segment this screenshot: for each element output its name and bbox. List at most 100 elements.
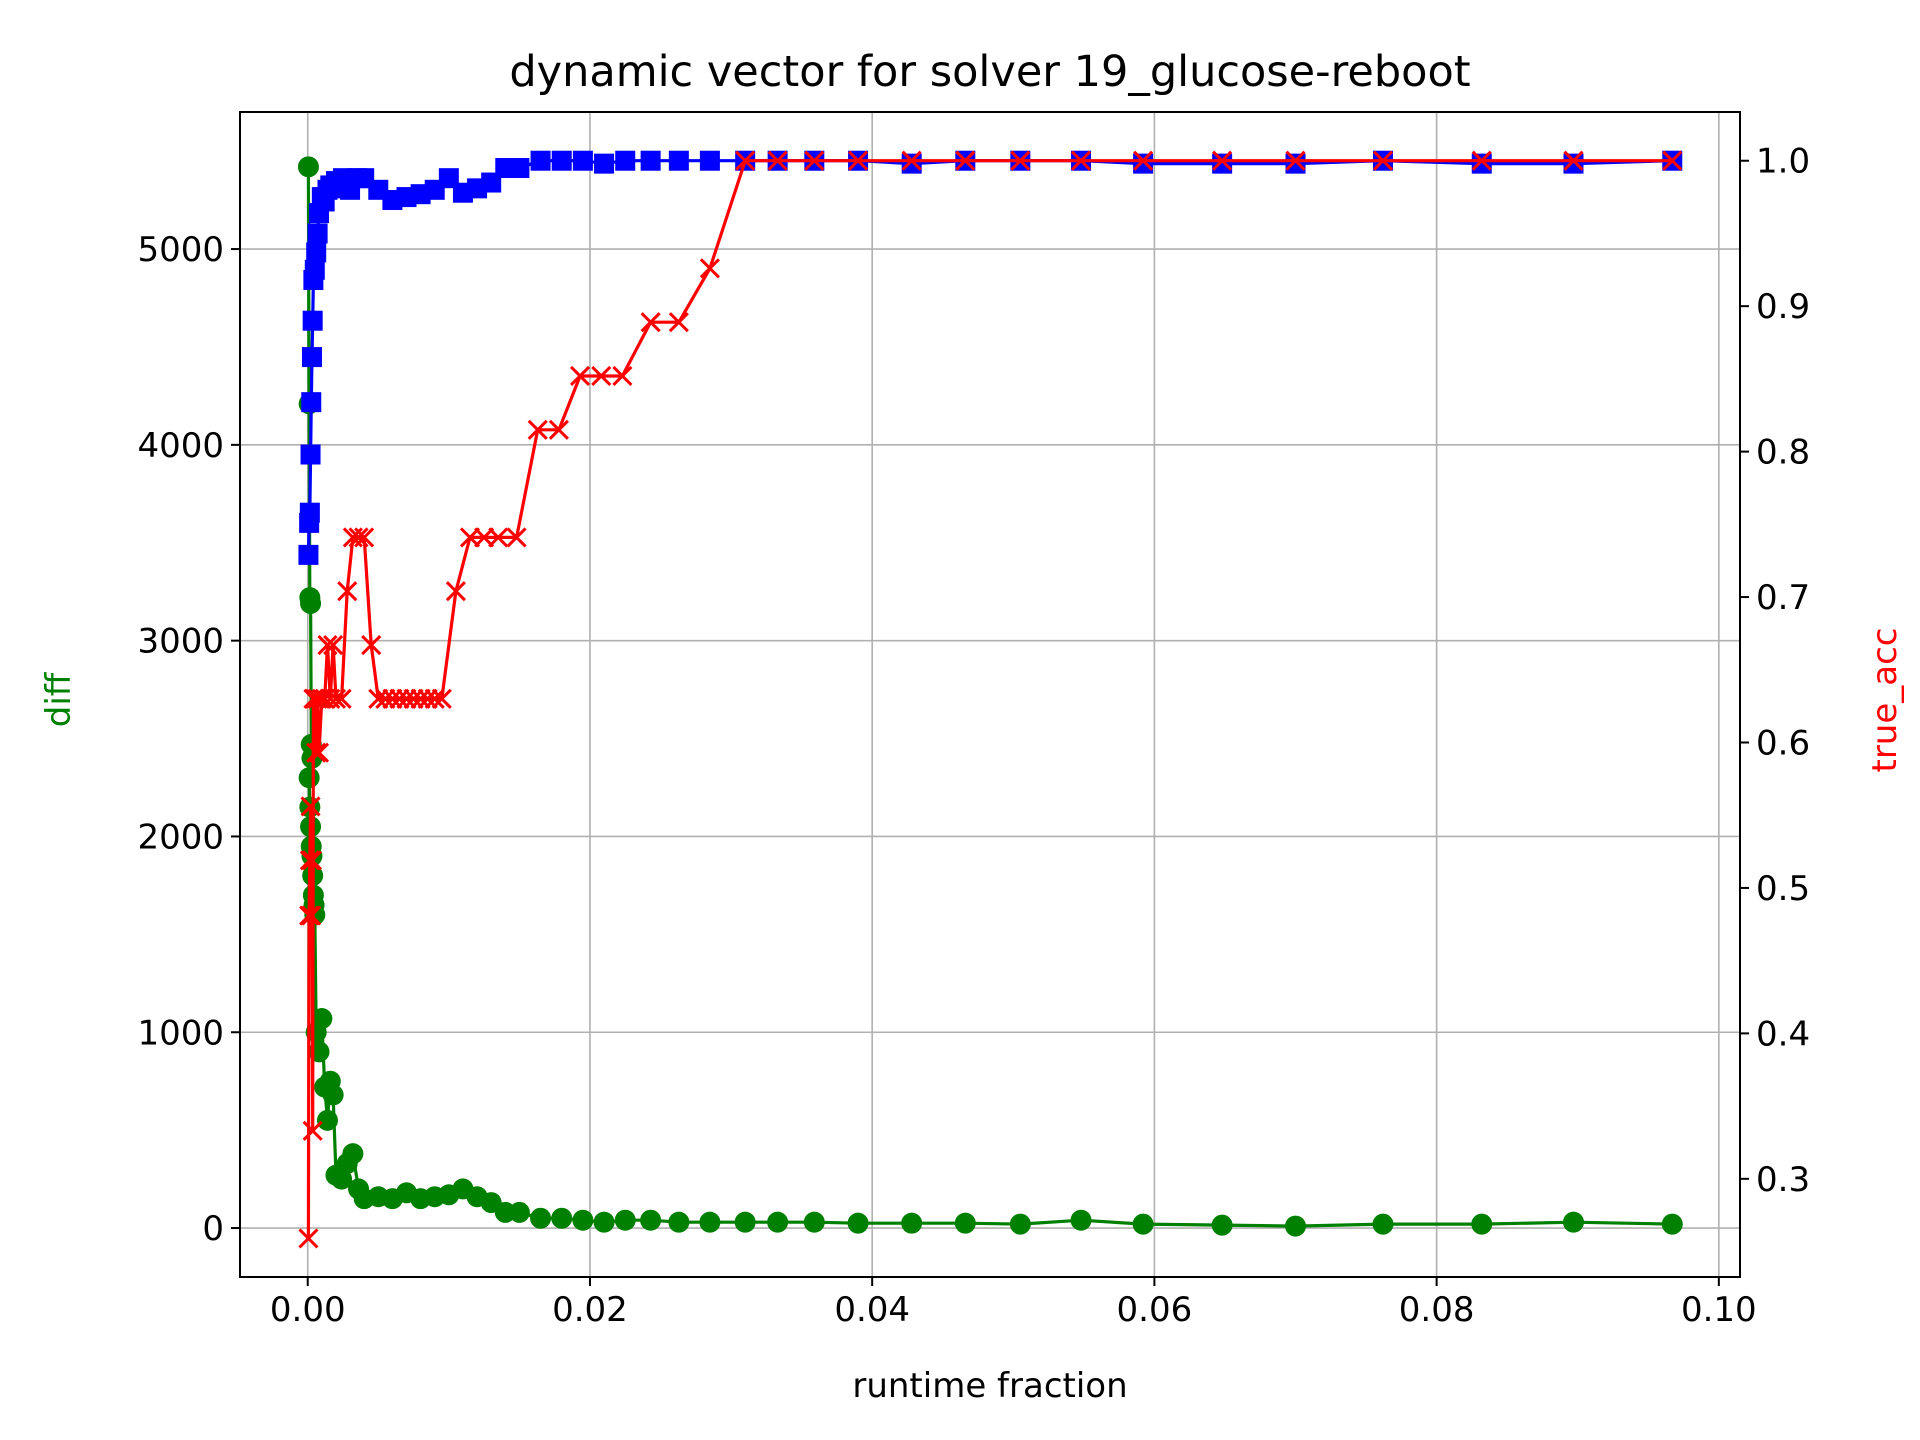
- data-point: [316, 1109, 338, 1131]
- data-point: [488, 527, 509, 548]
- data-point: [572, 150, 593, 171]
- x-tick-label: 0.10: [1681, 1290, 1757, 1330]
- right-y-tick-label: 0.4: [1756, 1014, 1810, 1054]
- data-point: [591, 365, 612, 387]
- data-point: [1285, 1215, 1307, 1237]
- data-point: [322, 1084, 344, 1106]
- data-point: [1285, 150, 1306, 171]
- data-point: [300, 592, 322, 614]
- x-tick-label: 0.06: [1117, 1290, 1193, 1330]
- data-point: [593, 1211, 615, 1233]
- plot-frame: [239, 111, 1741, 1278]
- data-point: [594, 153, 615, 174]
- data-point: [1070, 1209, 1092, 1231]
- data-point: [1562, 1211, 1584, 1233]
- data-point: [1009, 1213, 1031, 1235]
- right-y-axis-label: true_acc: [1865, 628, 1905, 773]
- grid-lines: [240, 112, 1740, 1277]
- right-y-tick-label: 0.7: [1756, 578, 1810, 618]
- right-y-tick-label: 0.6: [1756, 723, 1810, 763]
- data-point: [1070, 150, 1092, 171]
- data-point: [299, 502, 320, 523]
- data-point: [297, 156, 319, 178]
- data-point: [570, 365, 591, 387]
- data-point: [1563, 150, 1584, 171]
- data-point: [304, 259, 325, 280]
- data-point: [1563, 153, 1584, 174]
- chart-title: dynamic vector for solver 19_glucose-reb…: [509, 47, 1470, 97]
- data-point: [306, 242, 327, 263]
- data-point: [325, 688, 347, 709]
- data-point: [1211, 1214, 1233, 1236]
- data-point: [1285, 153, 1306, 174]
- data-point: [348, 527, 369, 548]
- left-y-tick-label: 4000: [137, 426, 224, 466]
- data-point: [901, 150, 922, 171]
- data-point: [304, 688, 325, 709]
- data-point: [668, 150, 689, 171]
- data-point: [804, 150, 825, 171]
- series-3: [298, 150, 1683, 1249]
- data-point: [445, 581, 466, 602]
- data-point: [1661, 1213, 1683, 1235]
- data-point: [1471, 150, 1492, 171]
- data-point: [847, 1212, 869, 1234]
- data-point: [331, 688, 352, 709]
- data-point: [424, 688, 445, 709]
- data-point: [803, 1211, 825, 1233]
- data-point: [640, 312, 661, 333]
- data-point: [767, 150, 788, 171]
- data-point: [342, 1143, 364, 1165]
- right-y-tick-label: 1.0: [1756, 142, 1810, 182]
- x-axis-label: runtime fraction: [852, 1366, 1127, 1406]
- data-point: [1372, 1213, 1394, 1235]
- data-point: [1133, 153, 1154, 174]
- data-point: [735, 150, 756, 171]
- data-point: [954, 1212, 976, 1234]
- data-point: [302, 1120, 323, 1141]
- left-y-axis-label: diff: [39, 671, 79, 727]
- data-point: [298, 1228, 319, 1249]
- data-point: [506, 527, 527, 548]
- data-point: [551, 150, 572, 171]
- data-point: [337, 581, 358, 602]
- data-point: [699, 258, 720, 279]
- data-point: [548, 419, 569, 440]
- data-point: [323, 634, 344, 656]
- data-point: [1212, 150, 1233, 171]
- data-point: [298, 767, 320, 789]
- data-point: [509, 157, 530, 178]
- data-point: [572, 1209, 594, 1231]
- data-point: [615, 150, 636, 171]
- series-1: [297, 156, 1683, 1237]
- data-point: [955, 150, 976, 171]
- data-point: [1471, 153, 1492, 174]
- data-point: [530, 1207, 552, 1229]
- data-point: [307, 223, 328, 244]
- data-point: [551, 1207, 573, 1229]
- x-tick-label: 0.08: [1399, 1290, 1475, 1330]
- left-y-tick-label: 1000: [137, 1013, 224, 1053]
- series-2: [298, 150, 1683, 565]
- data-point: [301, 850, 323, 871]
- data-point: [848, 150, 869, 171]
- data-point: [612, 365, 633, 387]
- right-y-tick-label: 0.9: [1756, 287, 1810, 327]
- left-y-tick-label: 3000: [137, 622, 224, 662]
- series-layer: [297, 150, 1683, 1249]
- data-point: [311, 1008, 333, 1030]
- left-y-tick-label: 2000: [137, 817, 224, 857]
- data-point: [300, 444, 321, 465]
- data-point: [1662, 150, 1683, 171]
- data-point: [1471, 1213, 1493, 1235]
- left-y-tick-label: 0: [202, 1209, 224, 1249]
- data-point: [640, 1209, 662, 1231]
- data-point: [668, 1211, 690, 1233]
- data-point: [668, 312, 689, 333]
- series-line: [306, 166, 1673, 1228]
- data-point: [298, 544, 319, 565]
- data-point: [301, 392, 322, 413]
- data-point: [508, 1201, 530, 1223]
- data-point: [361, 634, 382, 656]
